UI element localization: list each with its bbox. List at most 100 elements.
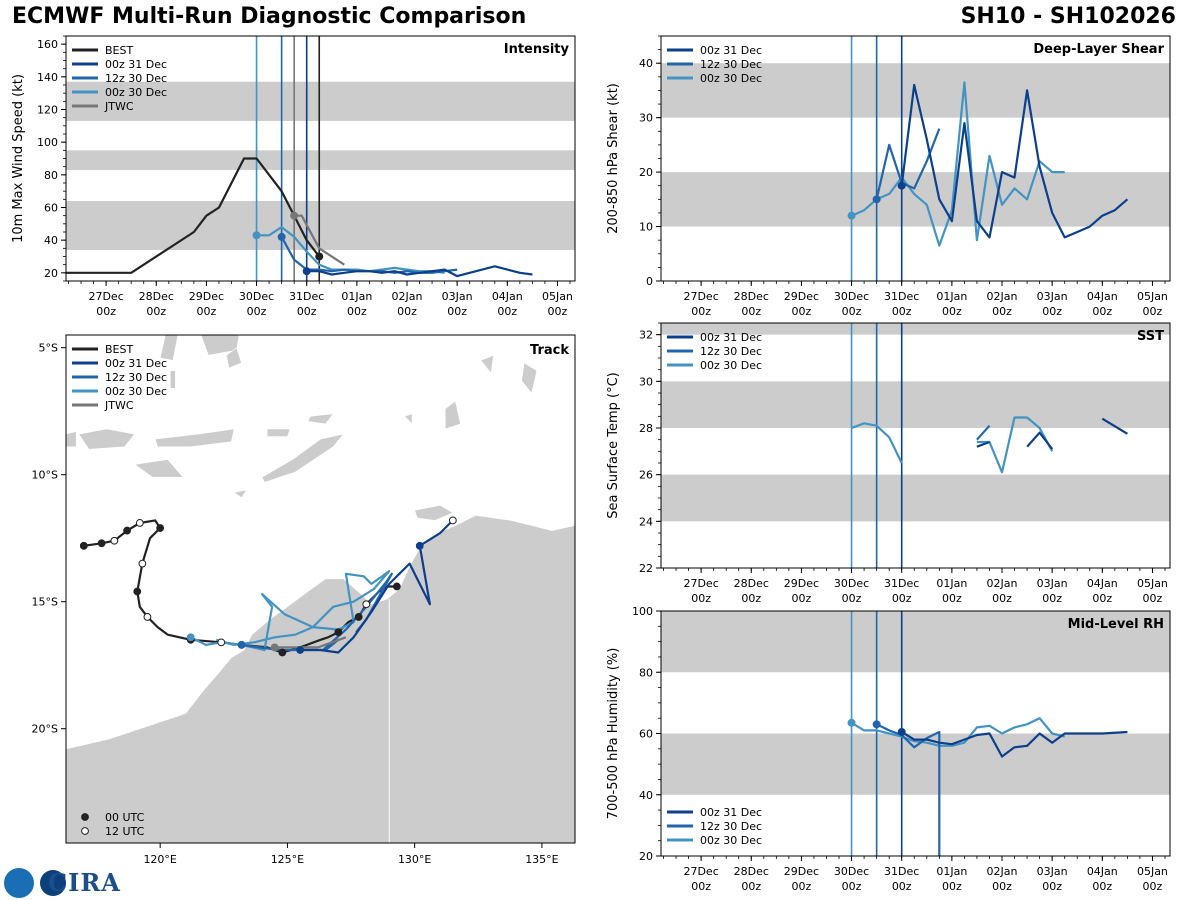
x-tick-hour-label: 00z — [297, 305, 317, 318]
x-tick-hour-label: 00z — [741, 880, 761, 893]
shaded-band — [661, 172, 1170, 227]
y-tick-label: 32 — [639, 329, 653, 342]
x-tick-hour-label: 00z — [691, 880, 711, 893]
globe-icon — [40, 870, 66, 896]
x-tick-label: 05Jan — [1137, 577, 1168, 590]
track-point — [156, 524, 165, 532]
land-australia — [66, 514, 575, 843]
x-tick-label: 27Dec — [683, 290, 718, 303]
chart-intensity: 20 40 60 80 100 120 140 160 27Dec 00z 28Dec 00z 29De… — [11, 35, 576, 318]
legend-label: 00z 30 Dec — [700, 72, 762, 85]
land-wetar — [307, 413, 334, 425]
land-lombok — [66, 431, 77, 448]
track-point — [135, 519, 144, 527]
y-axis-label: Sea Surface Temp (°C) — [606, 372, 621, 519]
track-point — [415, 541, 424, 550]
y-tick-label: 100 — [37, 136, 58, 149]
x-tick-label: 02Jan — [987, 577, 1018, 590]
x-tick-label: 27Dec — [683, 865, 718, 878]
y-axis-label: 700-500 hPa Humidity (%) — [606, 648, 621, 820]
shaded-band — [661, 381, 1170, 428]
track-point — [270, 643, 279, 652]
x-tick-label: 31Dec — [884, 577, 919, 590]
track-point — [334, 628, 343, 637]
x-tick-label: 05Jan — [542, 290, 573, 303]
y-tick-label: 0 — [646, 275, 653, 288]
legend-label: 00z 31 Dec — [700, 806, 762, 819]
x-tick-hour-label: 00z — [691, 305, 711, 318]
x-tick-label: 30Dec — [834, 290, 869, 303]
track-point — [97, 539, 106, 548]
land-timor — [261, 433, 345, 483]
series-start-marker — [277, 232, 286, 241]
x-tick-label: 120°E — [143, 853, 176, 866]
land-selayar — [170, 370, 176, 389]
series-start-marker — [252, 231, 261, 240]
x-tick-hour-label: 00z — [1042, 592, 1062, 605]
marker-legend-symbol — [81, 813, 89, 821]
y-tick-label: 40 — [44, 234, 58, 247]
chart-rh: 20 40 60 80 100 27Dec 00z 28Dec 00z 29Dec 00z 30Dec… — [606, 605, 1171, 893]
shaded-band — [66, 200, 575, 250]
y-tick-label: 40 — [639, 789, 653, 802]
track-point — [143, 613, 152, 621]
series-line — [851, 717, 1065, 747]
series-start-marker — [897, 181, 906, 190]
x-tick-label: 30Dec — [239, 290, 274, 303]
x-tick-label: 31Dec — [289, 290, 324, 303]
land-buton — [225, 347, 242, 369]
y-tick-label: 60 — [639, 728, 653, 741]
y-tick-label: 80 — [44, 169, 58, 182]
x-tick-hour-label: 00z — [247, 305, 267, 318]
x-tick-label: 27Dec — [88, 290, 123, 303]
y-tick-label: 30 — [639, 112, 653, 125]
y-tick-label: 80 — [639, 666, 653, 679]
series-start-marker — [290, 211, 299, 220]
x-tick-hour-label: 00z — [197, 305, 217, 318]
legend-label: 00z 31 Dec — [105, 58, 167, 71]
legend-label: 00z 31 Dec — [700, 44, 762, 57]
shaded-band — [661, 323, 1170, 335]
land-babar — [403, 413, 413, 425]
x-tick-hour-label: 00z — [447, 305, 467, 318]
storm-id: SH10 - SH102026 — [960, 4, 1176, 29]
panel-title: Intensity — [504, 42, 570, 57]
x-tick-label: 02Jan — [392, 290, 423, 303]
series-start-marker — [897, 727, 906, 736]
track-point — [110, 536, 119, 545]
land-flores — [154, 428, 235, 448]
shaded-band — [66, 150, 575, 170]
noaa-logo-icon — [4, 868, 34, 898]
series-start-marker — [302, 267, 311, 276]
land-tanimbar — [444, 400, 461, 430]
track-point — [448, 516, 457, 525]
x-tick-label: 30Dec — [834, 577, 869, 590]
x-tick-hour-label: 00z — [347, 305, 367, 318]
x-tick-label: 02Jan — [987, 290, 1018, 303]
x-tick-hour-label: 00z — [497, 305, 517, 318]
x-tick-label: 04Jan — [1087, 865, 1118, 878]
x-tick-hour-label: 00z — [842, 880, 862, 893]
y-axis-label: 200-850 hPa Shear (kt) — [606, 83, 621, 234]
x-tick-hour-label: 00z — [892, 305, 912, 318]
x-tick-label: 01Jan — [936, 290, 967, 303]
series-line — [876, 723, 941, 856]
x-tick-hour-label: 00z — [741, 592, 761, 605]
x-tick-hour-label: 00z — [1092, 880, 1112, 893]
x-tick-hour-label: 00z — [792, 592, 812, 605]
y-tick-label: 20 — [639, 850, 653, 863]
x-tick-hour-label: 00z — [942, 592, 962, 605]
x-tick-hour-label: 00z — [1042, 880, 1062, 893]
land-aru — [521, 362, 538, 395]
x-tick-label: 31Dec — [884, 290, 919, 303]
series-line — [900, 83, 1129, 239]
x-tick-hour-label: 00z — [992, 305, 1012, 318]
x-tick-label: 28Dec — [139, 290, 174, 303]
series-line — [875, 128, 941, 200]
y-tick-label: 160 — [37, 38, 58, 51]
marker-legend-symbol — [81, 827, 89, 835]
y-tick-label: 40 — [639, 57, 653, 70]
y-tick-label: 10°S — [32, 469, 58, 482]
shaded-band — [66, 81, 575, 121]
y-tick-label: 100 — [632, 605, 653, 618]
